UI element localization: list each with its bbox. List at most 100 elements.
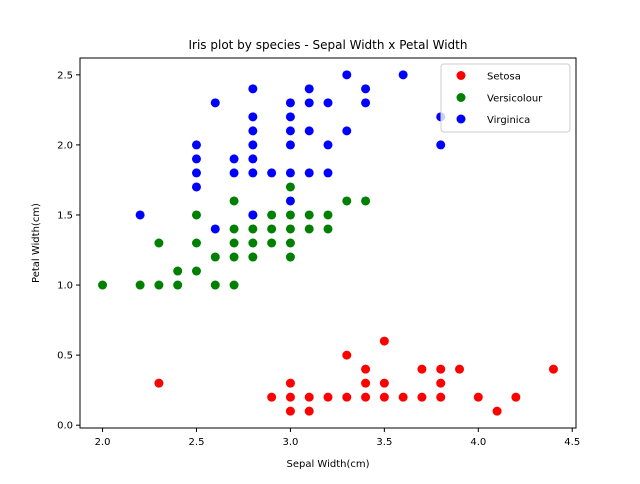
point-setosa [417, 364, 427, 374]
point-setosa [285, 406, 295, 416]
point-virginica [323, 98, 333, 108]
point-setosa [548, 364, 558, 374]
point-versicolour [285, 210, 295, 220]
point-virginica [248, 154, 258, 164]
point-virginica [323, 140, 333, 150]
y-tick-label: 2.0 [57, 140, 73, 151]
point-versicolour [191, 266, 201, 276]
legend-label-setosa: Setosa [487, 72, 521, 83]
point-virginica [361, 84, 371, 94]
series-setosa [154, 336, 558, 416]
legend-marker-versicolour [456, 93, 466, 102]
point-setosa [379, 378, 389, 388]
point-versicolour [248, 252, 258, 262]
x-tick-label: 2.0 [95, 437, 111, 448]
point-setosa [361, 378, 371, 388]
y-tick-label: 0.5 [57, 351, 73, 362]
point-setosa [436, 364, 446, 374]
point-virginica [191, 154, 201, 164]
point-virginica [304, 98, 314, 108]
point-versicolour [154, 280, 164, 290]
point-versicolour [229, 238, 239, 248]
point-versicolour [229, 196, 239, 206]
point-versicolour [191, 238, 201, 248]
point-virginica [248, 84, 258, 94]
point-virginica [342, 70, 352, 80]
point-virginica [248, 126, 258, 136]
point-virginica [229, 168, 239, 178]
point-versicolour [361, 196, 371, 206]
point-setosa [154, 378, 164, 388]
point-versicolour [304, 224, 314, 234]
point-setosa [436, 378, 446, 388]
x-axis-label: Sepal Width(cm) [286, 459, 369, 470]
point-virginica [285, 168, 295, 178]
y-tick-label: 0.0 [57, 421, 73, 432]
point-virginica [285, 98, 295, 108]
y-tick-label: 1.0 [57, 281, 73, 292]
point-virginica [398, 70, 408, 80]
point-setosa [342, 350, 352, 360]
point-versicolour [304, 210, 314, 220]
plot-marks [98, 70, 558, 416]
point-setosa [285, 378, 295, 388]
point-versicolour [135, 280, 145, 290]
point-virginica [304, 168, 314, 178]
point-versicolour [173, 280, 183, 290]
legend-label-versicolour: Versicolour [487, 94, 543, 105]
point-setosa [473, 392, 483, 402]
point-versicolour [154, 238, 164, 248]
series-virginica [135, 70, 446, 234]
point-setosa [304, 406, 314, 416]
point-virginica [323, 168, 333, 178]
x-tick-label: 2.5 [189, 437, 205, 448]
point-virginica [229, 154, 239, 164]
chart-title: Iris plot by species - Sepal Width x Pet… [189, 38, 468, 52]
point-versicolour [248, 238, 258, 248]
point-versicolour [285, 252, 295, 262]
point-virginica [285, 196, 295, 206]
point-virginica [342, 126, 352, 136]
y-axis-ticks: 0.0 0.5 1.0 1.5 2.0 2.5 [57, 70, 80, 432]
point-versicolour [285, 182, 295, 192]
point-virginica [191, 168, 201, 178]
point-setosa [492, 406, 502, 416]
point-versicolour [210, 280, 220, 290]
point-setosa [323, 392, 333, 402]
point-setosa [361, 364, 371, 374]
x-tick-label: 4.5 [564, 437, 580, 448]
legend: Setosa Versicolour Virginica [440, 63, 571, 133]
point-versicolour [267, 238, 277, 248]
point-virginica [285, 112, 295, 122]
point-virginica [267, 168, 277, 178]
point-virginica [210, 98, 220, 108]
point-setosa [379, 336, 389, 346]
point-versicolour [210, 252, 220, 262]
point-setosa [342, 392, 352, 402]
point-virginica [304, 126, 314, 136]
point-setosa [511, 392, 521, 402]
point-virginica [304, 84, 314, 94]
point-virginica [210, 224, 220, 234]
point-virginica [248, 168, 258, 178]
x-tick-label: 3.0 [282, 437, 298, 448]
point-setosa [361, 392, 371, 402]
point-versicolour [173, 266, 183, 276]
point-versicolour [229, 280, 239, 290]
point-versicolour [248, 224, 258, 234]
point-versicolour [342, 196, 352, 206]
point-virginica [436, 140, 446, 150]
legend-box [440, 63, 571, 133]
point-versicolour [229, 252, 239, 262]
point-setosa [417, 392, 427, 402]
point-setosa [285, 392, 295, 402]
plot-frame [79, 57, 577, 429]
point-setosa [455, 364, 465, 374]
point-versicolour [285, 224, 295, 234]
x-tick-label: 4.0 [470, 437, 486, 448]
point-virginica [248, 140, 258, 150]
point-virginica [285, 126, 295, 136]
point-setosa [304, 392, 314, 402]
y-tick-label: 1.5 [57, 210, 73, 221]
